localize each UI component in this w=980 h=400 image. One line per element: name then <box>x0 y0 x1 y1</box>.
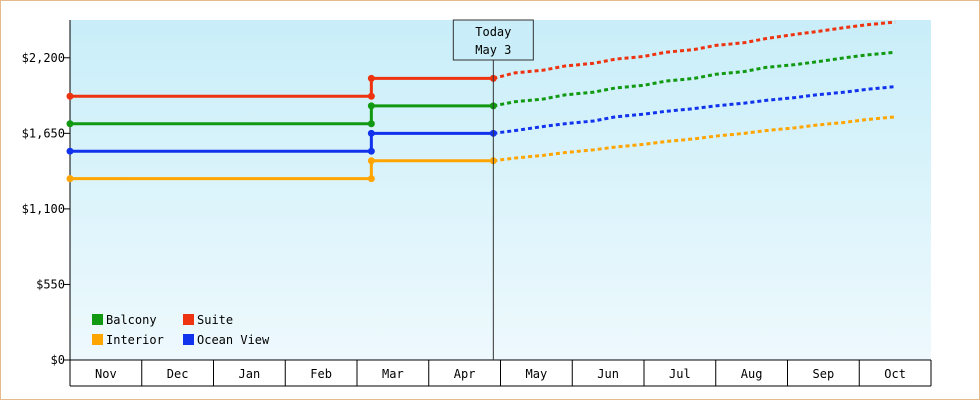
x-tick-label: Dec <box>167 367 189 381</box>
data-point <box>367 147 375 155</box>
x-tick-label: Aug <box>741 367 763 381</box>
data-point <box>367 157 375 165</box>
legend-swatch <box>183 334 194 345</box>
y-tick-label: $1,650 <box>22 126 65 140</box>
data-point <box>367 92 375 100</box>
x-tick-label: Feb <box>310 367 332 381</box>
series-line-history <box>70 104 494 126</box>
data-point <box>66 175 74 183</box>
legend-swatch <box>92 314 103 325</box>
today-box <box>452 19 534 61</box>
series-line-forecast <box>493 115 896 163</box>
legend-label: Ocean View <box>197 333 270 347</box>
data-point <box>66 120 74 128</box>
data-point <box>367 175 375 183</box>
x-tick-label: Sep <box>813 367 835 381</box>
series-layer <box>66 20 896 183</box>
y-tick-label: $1,100 <box>22 202 65 216</box>
today-label: Today <box>475 25 511 39</box>
series-line-history <box>70 76 494 98</box>
series-line-history <box>70 131 494 153</box>
x-tick-label: Oct <box>884 367 906 381</box>
x-tick-label: Jun <box>597 367 619 381</box>
data-point <box>66 147 74 155</box>
series-balcony <box>66 50 896 128</box>
data-point <box>367 102 375 110</box>
series-interior <box>66 115 896 183</box>
legend-swatch <box>92 334 103 345</box>
x-tick-label: Nov <box>95 367 117 381</box>
plot-area <box>70 20 931 360</box>
series-suite <box>66 20 896 100</box>
series-line-history <box>70 159 494 181</box>
x-tick-label: Jan <box>239 367 261 381</box>
series-line-forecast <box>492 20 896 80</box>
x-tick-label: Jul <box>669 367 691 381</box>
series-line-forecast <box>493 50 896 108</box>
legend-item: Ocean View <box>183 333 270 347</box>
y-tick-label: $0 <box>51 353 65 367</box>
series-ocean-view <box>66 85 896 155</box>
y-tick-label: $550 <box>36 277 65 291</box>
series-line-forecast <box>493 85 896 135</box>
data-point <box>367 129 375 137</box>
legend-label: Balcony <box>106 313 157 327</box>
legend-label: Interior <box>106 333 164 347</box>
today-date: May 3 <box>475 43 511 57</box>
x-tick-label: Apr <box>454 367 476 381</box>
data-point <box>367 74 375 82</box>
x-tick-label: Mar <box>382 367 404 381</box>
legend-label: Suite <box>197 313 233 327</box>
legend-item: Balcony <box>92 313 157 327</box>
y-axis: $0 $550 $1,100 $1,650 $2,200 <box>22 20 71 367</box>
legend-item: Interior <box>92 333 164 347</box>
x-tick-label: May <box>526 367 548 381</box>
x-axis: Nov Dec Jan Feb Mar Apr May Jun Jul Aug Sep Oct <box>69 359 932 387</box>
y-tick-label: $2,200 <box>22 51 65 65</box>
legend: Balcony Suite Interior Ocean View <box>92 313 270 347</box>
legend-swatch <box>183 314 194 325</box>
legend-item: Suite <box>183 313 233 327</box>
today-marker: Today May 3 <box>452 19 534 360</box>
data-point <box>367 120 375 128</box>
data-point <box>66 92 74 100</box>
